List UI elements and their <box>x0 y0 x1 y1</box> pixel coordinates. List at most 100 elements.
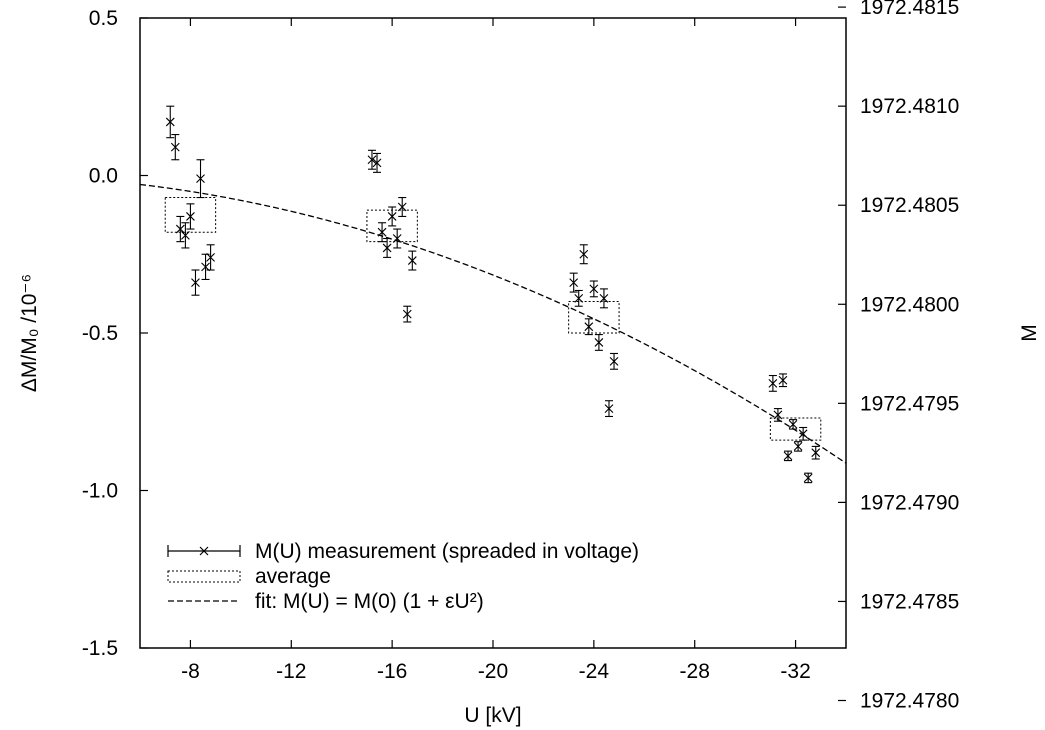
data-point <box>382 237 392 258</box>
x-axis-label: U [kV] <box>464 704 521 727</box>
point-marker <box>165 117 175 127</box>
data-point <box>594 334 604 351</box>
data-point <box>811 445 821 460</box>
x-tick-label: -20 <box>478 660 508 683</box>
y2-tick-label: 1972.4780 <box>860 690 959 713</box>
data-point <box>392 228 402 249</box>
y-tick-label: 0.0 <box>89 165 118 188</box>
point-marker <box>604 404 614 413</box>
x-axis: -8 -12 -16 -20 -24 -28 -32 <box>181 18 811 683</box>
x-tick-label: -32 <box>780 660 810 683</box>
data-point <box>569 272 579 293</box>
x-tick-label: -24 <box>579 660 610 683</box>
point-marker <box>186 212 195 221</box>
point-marker <box>377 227 387 237</box>
data-point <box>778 373 788 388</box>
legend: M(U) measurement (spreaded in voltage) a… <box>167 540 639 613</box>
point-marker <box>175 224 185 234</box>
data-point <box>165 105 175 139</box>
y-tick-label: -1.0 <box>82 480 118 503</box>
data-point <box>186 203 195 230</box>
data-point <box>407 250 417 271</box>
data-point <box>175 215 185 243</box>
y2-tick-label: 1972.4810 <box>860 95 959 118</box>
point-marker <box>768 379 778 388</box>
point-marker <box>180 230 190 240</box>
data-point <box>604 400 614 418</box>
average-box <box>769 417 822 441</box>
data-point <box>803 472 813 484</box>
point-marker <box>811 448 821 458</box>
x-tick-label: -8 <box>181 660 200 683</box>
y2-tick-label: 1972.4805 <box>860 194 959 217</box>
y-tick-label: -1.5 <box>82 637 118 660</box>
y-axis-right: 1972.4780 1972.4785 1972.4790 1972.4795 1972… <box>838 0 959 713</box>
point-marker <box>191 278 200 287</box>
x-tick-label: -16 <box>377 660 407 683</box>
point-marker <box>402 309 412 319</box>
y-axis-label: ΔM/M₀ /10⁻⁶ <box>18 274 41 392</box>
legend-entry-fit: fit: M(U) = M(0) (1 + εU²) <box>168 590 484 613</box>
y2-tick-label: 1972.4795 <box>860 392 959 415</box>
data-point <box>170 134 180 161</box>
legend-entry-measurement: M(U) measurement (spreaded in voltage) <box>167 540 639 563</box>
data-point <box>367 149 377 170</box>
y-axis-left: -1.5 -1.0 -0.5 0.0 0.5 <box>82 7 148 660</box>
x-tick-label: -12 <box>276 660 306 683</box>
point-marker <box>387 212 397 221</box>
data-point <box>788 419 798 430</box>
x-tick-label: -28 <box>680 660 710 683</box>
point-marker <box>392 234 402 243</box>
point-marker <box>783 451 793 461</box>
data-point <box>377 222 387 243</box>
y2-tick-label: 1972.4790 <box>860 491 959 514</box>
point-marker <box>170 142 180 152</box>
point-marker <box>803 473 813 483</box>
point-marker <box>569 278 579 287</box>
point-marker <box>372 158 382 168</box>
point-marker <box>793 442 803 451</box>
point-marker <box>589 284 599 294</box>
point-marker <box>778 375 788 385</box>
data-point <box>196 159 205 199</box>
point-marker <box>367 155 377 165</box>
point-marker <box>574 293 584 303</box>
data-point <box>793 441 803 452</box>
y2-tick-label: 1972.4785 <box>860 590 959 613</box>
legend-average-box <box>167 570 241 583</box>
data-point <box>372 152 382 173</box>
legend-measurement-marker <box>199 546 209 556</box>
y2-tick-label: 1972.4800 <box>860 293 959 316</box>
y2-tick-label: 1972.4815 <box>860 0 959 19</box>
data-point <box>768 374 778 392</box>
y-tick-label: 0.5 <box>89 7 118 30</box>
point-marker <box>609 356 619 366</box>
data-point <box>589 280 599 298</box>
point-marker <box>579 249 589 259</box>
data-point <box>180 222 190 249</box>
legend-fit-label: fit: M(U) = M(0) (1 + εU²) <box>255 590 484 613</box>
legend-measurement-label: M(U) measurement (spreaded in voltage) <box>255 540 639 563</box>
point-marker <box>196 174 205 184</box>
measurement-points <box>165 105 821 484</box>
point-marker <box>206 253 215 262</box>
data-point <box>206 244 215 271</box>
point-marker <box>397 202 407 212</box>
point-marker <box>788 419 798 429</box>
average-boxes <box>164 197 822 441</box>
data-point <box>574 289 584 307</box>
point-marker <box>599 293 609 303</box>
data-point <box>584 318 594 336</box>
data-point <box>397 197 407 217</box>
data-point <box>579 244 589 265</box>
point-marker <box>382 243 392 253</box>
data-point <box>773 408 783 422</box>
data-point <box>201 253 210 281</box>
point-marker <box>594 338 604 347</box>
data-point <box>402 305 412 323</box>
data-point <box>599 288 609 309</box>
point-marker <box>798 429 808 439</box>
point-marker <box>584 322 594 332</box>
point-marker <box>773 410 783 420</box>
